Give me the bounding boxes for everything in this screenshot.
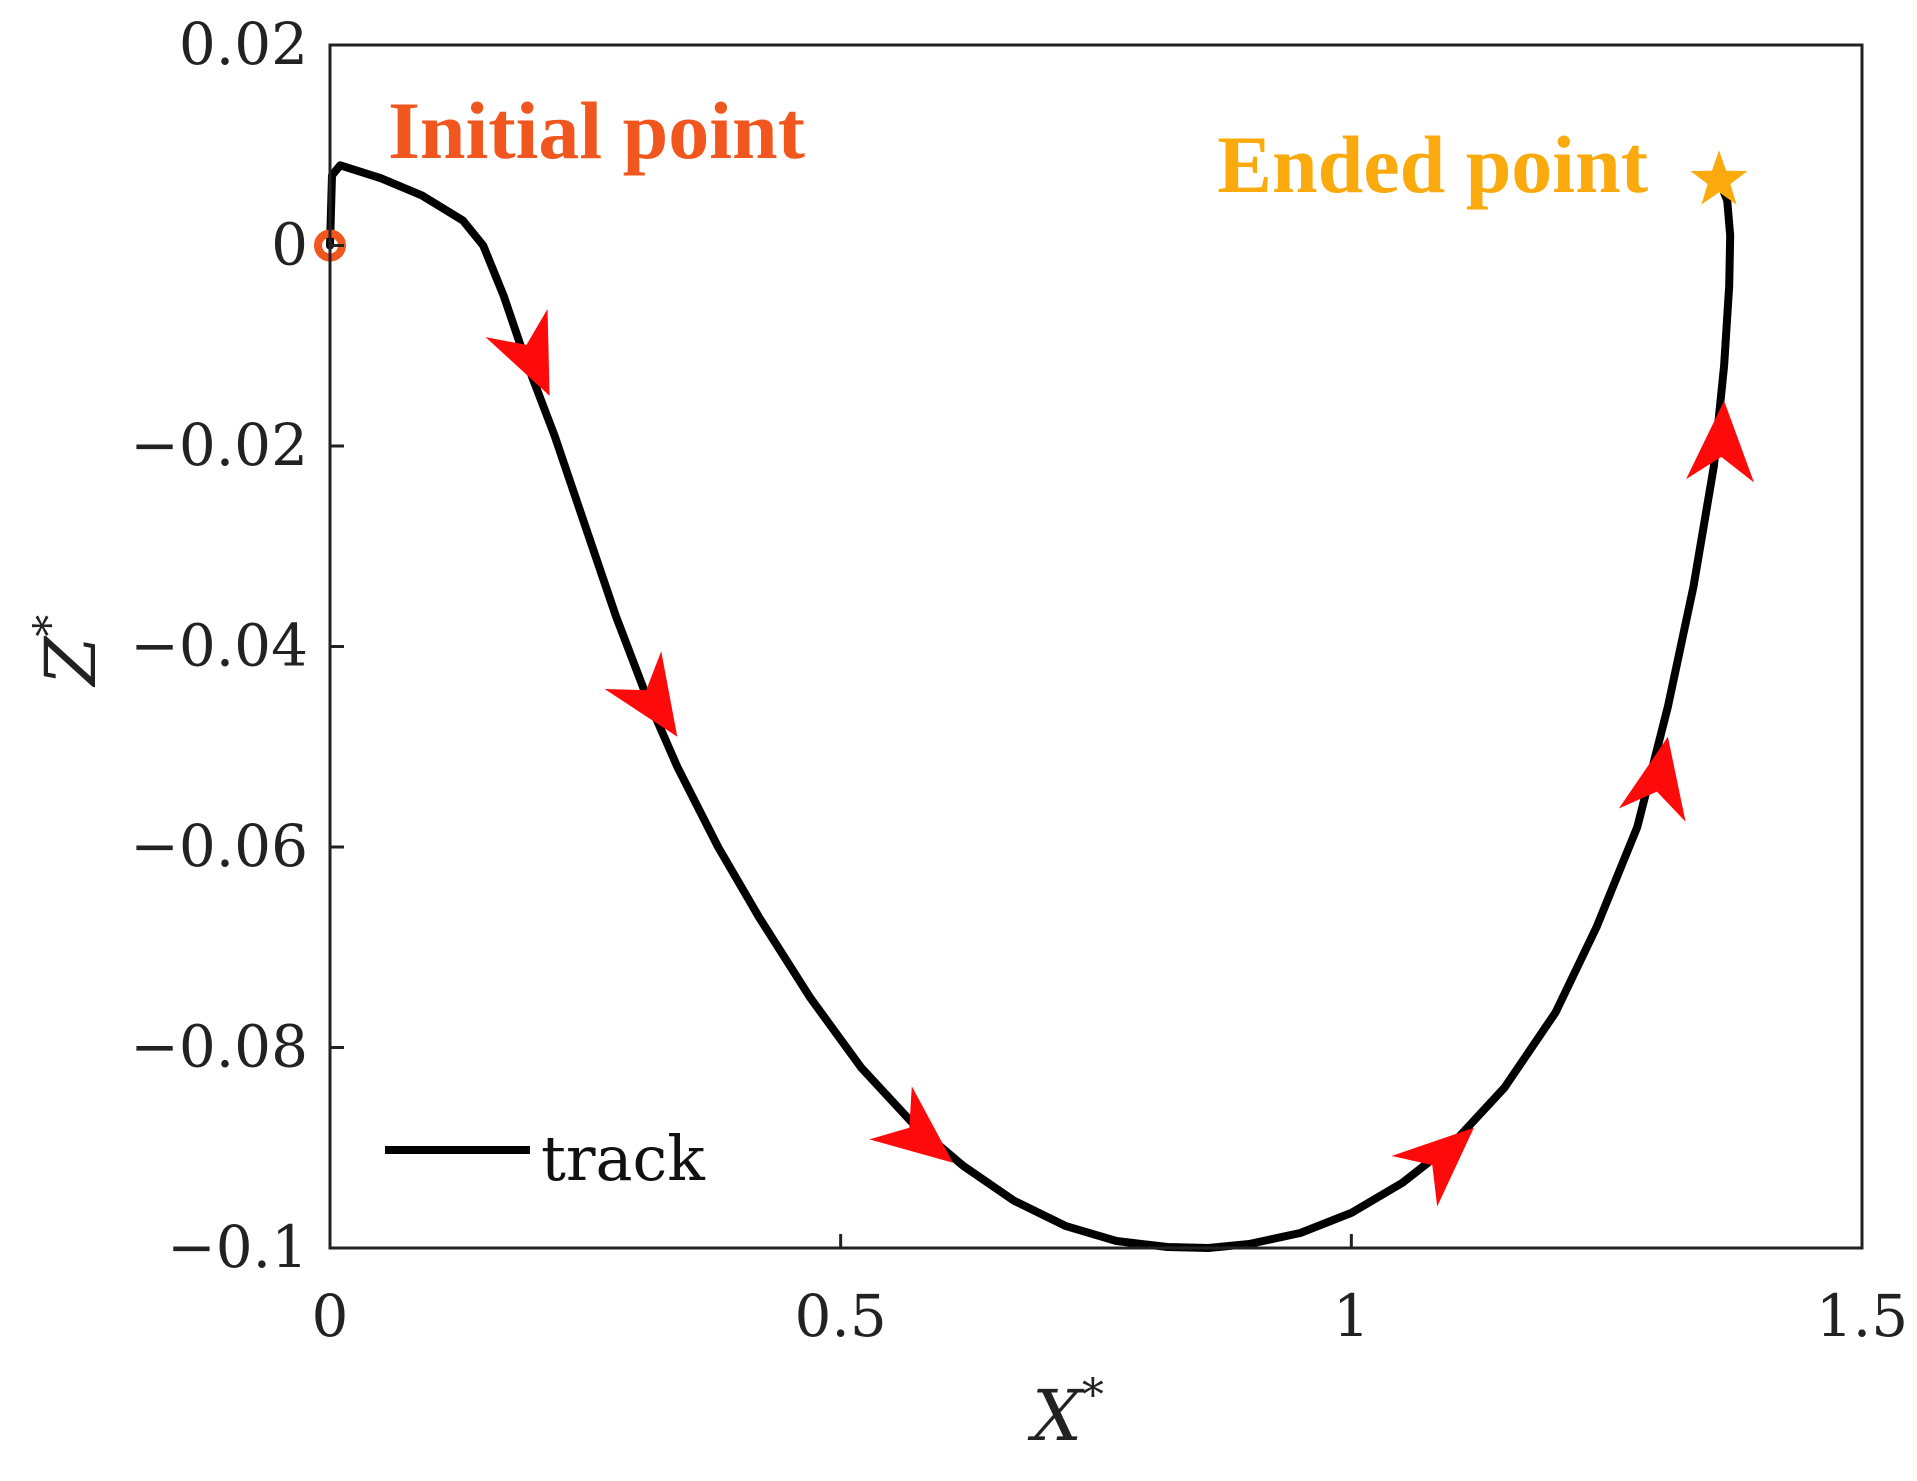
direction-arrow (1686, 400, 1755, 483)
x-axis-title-letter: X (1027, 1375, 1085, 1457)
y-tick-label: −0.02 (130, 411, 308, 479)
y-tick-label: 0 (271, 211, 308, 279)
track-line (326, 161, 1735, 1252)
direction-arrow (1391, 1127, 1474, 1207)
legend-track-label: track (541, 1122, 705, 1195)
x-axis-title: X* (1027, 1370, 1104, 1457)
y-tick-label: −0.06 (130, 812, 308, 880)
ended-point-label: Ended point (1217, 119, 1648, 210)
y-axis-title-sup: * (25, 615, 76, 637)
x-axis-title-sup: * (1082, 1370, 1104, 1421)
plot-area (314, 150, 1755, 1252)
y-tick-label: −0.08 (130, 1013, 308, 1081)
x-tick-label: 1.5 (1816, 1282, 1908, 1350)
direction-arrow (485, 308, 550, 396)
x-tick-label: 0 (312, 1282, 349, 1350)
x-tick-label: 1 (1333, 1282, 1370, 1350)
axes-frame (328, 43, 1864, 1250)
y-tick-label: −0.04 (130, 612, 308, 680)
y-axis-title-letter: Z (30, 635, 112, 687)
initial-point-label: Initial point (388, 85, 805, 176)
direction-arrow (604, 651, 678, 737)
direction-arrow (1618, 736, 1686, 822)
x-axis: 0 0.5 1 1.5 (312, 1234, 1908, 1350)
y-tick-label: −0.1 (167, 1213, 308, 1281)
direction-arrow (869, 1086, 953, 1163)
x-tick-label: 0.5 (795, 1282, 887, 1350)
ended-point-star-icon (1690, 150, 1748, 205)
legend: track (385, 1122, 705, 1195)
y-axis-title: Z* (25, 615, 112, 688)
y-axis: 0.02 0 −0.02 −0.04 −0.06 −0.08 −0.1 (130, 10, 344, 1281)
y-tick-label: 0.02 (179, 10, 308, 78)
